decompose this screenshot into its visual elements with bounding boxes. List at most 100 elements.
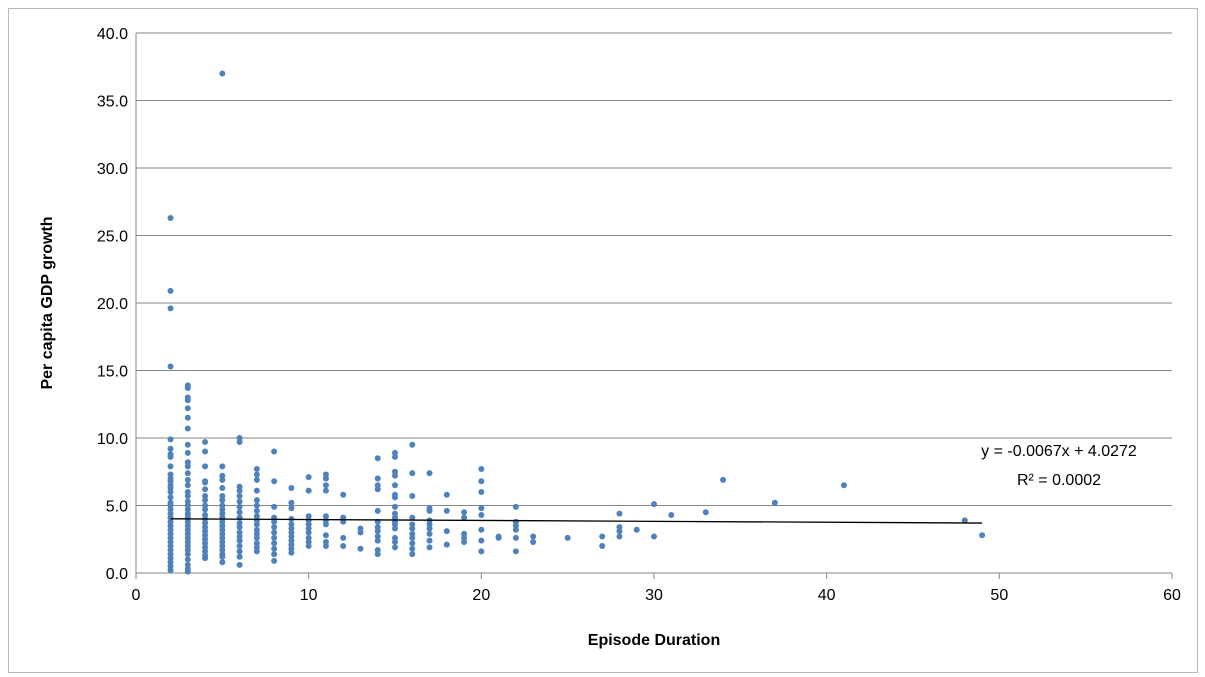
data-point — [305, 543, 312, 549]
data-point — [668, 511, 675, 518]
data-point — [253, 534, 260, 541]
x-tick-label: 60 — [1163, 587, 1181, 604]
data-point — [271, 448, 278, 455]
data-point — [288, 499, 295, 506]
data-point — [184, 414, 191, 421]
data-point — [271, 540, 278, 547]
data-point — [305, 474, 312, 481]
data-point — [426, 537, 433, 544]
data-point — [219, 559, 226, 566]
data-point — [184, 551, 191, 558]
data-point — [236, 524, 243, 531]
data-point — [374, 528, 381, 535]
data-point — [253, 497, 260, 504]
y-tick-label: 30.0 — [97, 161, 128, 178]
x-axis-tick-labels: 0 10 20 30 40 50 60 — [132, 573, 1181, 604]
data-point — [236, 537, 243, 544]
y-tick-label: 20.0 — [97, 296, 128, 313]
x-tick-label: 40 — [818, 587, 836, 604]
data-point — [253, 476, 260, 483]
data-point — [322, 487, 329, 494]
data-point — [219, 553, 226, 560]
data-point — [564, 534, 571, 541]
data-point — [236, 498, 243, 505]
trendline-label-background — [953, 439, 1165, 461]
data-point — [357, 545, 364, 552]
data-point — [426, 530, 433, 537]
data-point — [409, 441, 416, 448]
data-point — [771, 499, 778, 506]
data-point — [167, 463, 174, 470]
data-point — [478, 537, 485, 544]
data-point — [202, 486, 209, 493]
data-point — [288, 549, 295, 556]
data-point — [167, 567, 174, 574]
data-point — [374, 455, 381, 462]
data-point — [478, 505, 485, 512]
data-point — [961, 517, 968, 524]
data-point — [288, 484, 295, 491]
data-point — [357, 529, 364, 536]
data-point — [443, 491, 450, 498]
data-point — [409, 540, 416, 547]
data-point — [322, 482, 329, 489]
data-point — [374, 551, 381, 558]
data-point — [167, 453, 174, 460]
data-point — [167, 494, 174, 501]
data-point — [374, 507, 381, 514]
data-point — [461, 509, 468, 516]
data-point — [443, 528, 450, 535]
x-tick-label: 0 — [132, 587, 141, 604]
trendline-r-squared: R² = 0.0002 — [1017, 472, 1101, 489]
data-point — [322, 543, 329, 549]
data-point — [322, 475, 329, 482]
data-point — [461, 514, 468, 521]
data-point — [512, 526, 519, 533]
data-point — [305, 487, 312, 494]
data-point — [495, 534, 502, 541]
trendline — [170, 518, 983, 524]
data-point — [184, 568, 191, 575]
data-point — [616, 510, 623, 517]
gridlines — [135, 32, 1172, 574]
data-point — [271, 534, 278, 541]
data-point — [392, 482, 398, 489]
data-point — [512, 548, 519, 555]
data-point — [478, 478, 485, 485]
data-point — [271, 524, 278, 531]
data-point — [271, 545, 278, 552]
data-point — [651, 501, 657, 508]
data-point — [374, 486, 381, 493]
data-point — [409, 534, 416, 541]
data-point — [167, 287, 174, 294]
data-point — [253, 521, 260, 528]
data-point — [253, 487, 260, 494]
data-point — [167, 214, 174, 221]
data-point — [219, 484, 226, 491]
data-point — [219, 463, 226, 470]
data-point — [392, 453, 398, 460]
data-point — [392, 494, 398, 501]
data-point — [253, 502, 260, 509]
data-point — [184, 470, 191, 477]
data-point — [167, 363, 174, 370]
data-point — [340, 534, 347, 541]
data-point — [409, 493, 416, 500]
data-point — [202, 497, 209, 504]
data-point — [271, 551, 278, 558]
data-point — [443, 507, 450, 514]
data-point — [184, 482, 191, 489]
data-point — [599, 533, 606, 540]
data-point — [184, 397, 191, 404]
y-tick-label: 40.0 — [97, 26, 128, 43]
data-point — [236, 561, 243, 568]
data-point — [236, 543, 243, 549]
data-point — [271, 503, 278, 510]
data-point — [409, 525, 416, 532]
data-point — [322, 521, 329, 528]
data-point — [530, 533, 537, 540]
data-point — [236, 487, 243, 494]
data-point — [305, 529, 312, 536]
data-point — [461, 538, 468, 545]
